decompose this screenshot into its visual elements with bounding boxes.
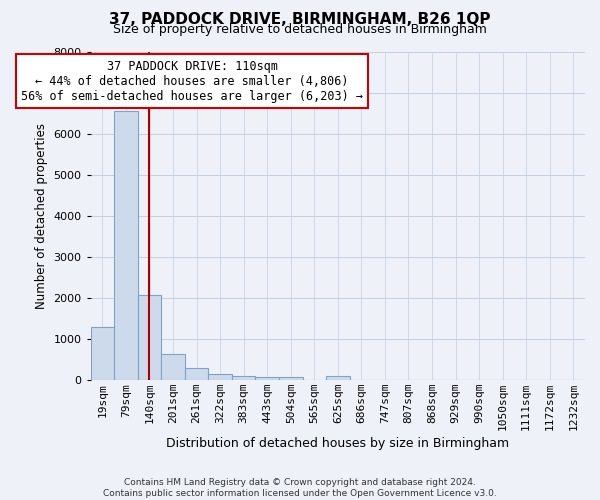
Y-axis label: Number of detached properties: Number of detached properties xyxy=(35,123,48,309)
Bar xyxy=(326,376,350,380)
Bar xyxy=(185,368,208,380)
Bar xyxy=(114,111,138,380)
Text: Contains HM Land Registry data © Crown copyright and database right 2024.
Contai: Contains HM Land Registry data © Crown c… xyxy=(103,478,497,498)
Bar xyxy=(256,376,279,380)
Bar xyxy=(91,326,114,380)
Text: Size of property relative to detached houses in Birmingham: Size of property relative to detached ho… xyxy=(113,22,487,36)
X-axis label: Distribution of detached houses by size in Birmingham: Distribution of detached houses by size … xyxy=(166,437,509,450)
Bar xyxy=(208,374,232,380)
Bar xyxy=(232,376,256,380)
Bar xyxy=(161,354,185,380)
Bar xyxy=(279,376,302,380)
Bar xyxy=(138,294,161,380)
Text: 37, PADDOCK DRIVE, BIRMINGHAM, B26 1QP: 37, PADDOCK DRIVE, BIRMINGHAM, B26 1QP xyxy=(109,12,491,28)
Text: 37 PADDOCK DRIVE: 110sqm
← 44% of detached houses are smaller (4,806)
56% of sem: 37 PADDOCK DRIVE: 110sqm ← 44% of detach… xyxy=(21,60,363,102)
